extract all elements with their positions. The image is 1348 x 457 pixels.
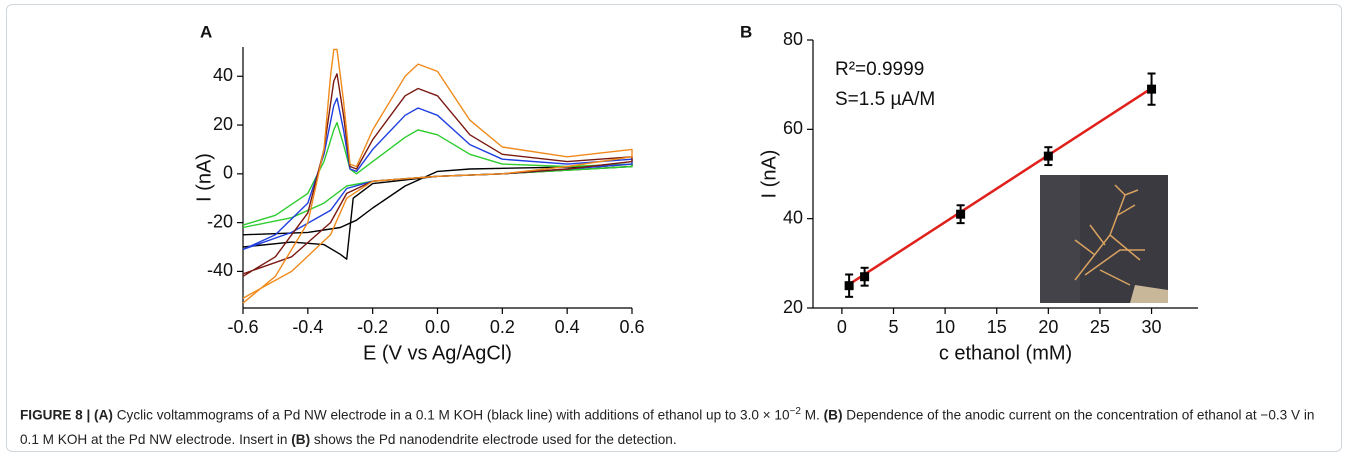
data-point — [844, 281, 854, 291]
x-tick-label: 0 — [837, 317, 847, 337]
annotation: R²=0.9999 — [835, 59, 924, 80]
y-tick-label: 40 — [783, 207, 803, 227]
y-tick-label: 0 — [223, 163, 233, 183]
y-tick-label: 20 — [213, 114, 233, 134]
caption-bold: (B) — [291, 431, 311, 447]
cv-curve — [242, 163, 633, 260]
y-tick-label: 60 — [783, 118, 803, 138]
x-tick-label: 0.0 — [425, 317, 450, 337]
x-tick-label: 15 — [987, 317, 1007, 337]
cv-curve — [242, 121, 633, 229]
cv-curve — [242, 73, 633, 277]
x-axis-title: c ethanol (mM) — [939, 342, 1072, 364]
x-tick-label: 0.2 — [490, 317, 515, 337]
x-tick-label: -0.6 — [227, 317, 258, 337]
cv-curve — [242, 97, 633, 251]
panel-label: B — [740, 22, 752, 41]
cv-curve — [242, 48, 633, 304]
x-tick-label: 0.6 — [619, 317, 644, 337]
x-tick-label: 25 — [1090, 317, 1110, 337]
y-tick-label: 20 — [783, 297, 803, 317]
y-tick-label: 80 — [783, 29, 803, 49]
y-axis-title: I (nA) — [758, 150, 780, 199]
y-tick-label: -40 — [207, 260, 233, 280]
figure: A -40 -20 0 20 40 -0.6 -0.4 -0.2 0.0 0.2 0.4 0.6 E (V… — [193, 22, 1198, 364]
y-tick-label: -20 — [207, 211, 233, 231]
y-tick-label: 40 — [213, 65, 233, 85]
x-tick-label: 10 — [935, 317, 955, 337]
caption-text: shows the Pd nanodendrite electrode used… — [310, 431, 677, 447]
x-tick-label: -0.4 — [292, 317, 323, 337]
data-point — [1043, 151, 1053, 161]
caption-text: −2 — [789, 406, 801, 417]
x-tick-label: 5 — [889, 317, 899, 337]
fit-line — [848, 87, 1153, 286]
x-tick-label: -0.2 — [357, 317, 388, 337]
x-tick-label: 0.4 — [555, 317, 580, 337]
y-axis-title: I (nA) — [193, 153, 215, 202]
x-axis-title: E (V vs Ag/AgCl) — [363, 342, 512, 364]
caption-text: Dependence of the anodic current on the … — [20, 407, 1315, 447]
caption-bold: FIGURE 8 | (A) — [20, 407, 113, 423]
caption-text: M. — [800, 407, 824, 423]
caption-text: Cyclic voltammograms of a Pd NW electrod… — [112, 407, 790, 423]
x-tick-label: 20 — [1038, 317, 1058, 337]
inset-photo — [1040, 175, 1168, 303]
x-tick-label: 30 — [1142, 317, 1162, 337]
data-point — [956, 209, 966, 219]
figure-frame — [6, 4, 1342, 452]
caption-bold: (B) — [823, 407, 843, 423]
annotation: S=1.5 µA/M — [835, 89, 935, 110]
caption: FIGURE 8 | (A) Cyclic voltammograms of a… — [20, 400, 1335, 452]
data-point — [1147, 84, 1157, 94]
panel-label: A — [200, 22, 212, 41]
data-point — [860, 272, 870, 282]
